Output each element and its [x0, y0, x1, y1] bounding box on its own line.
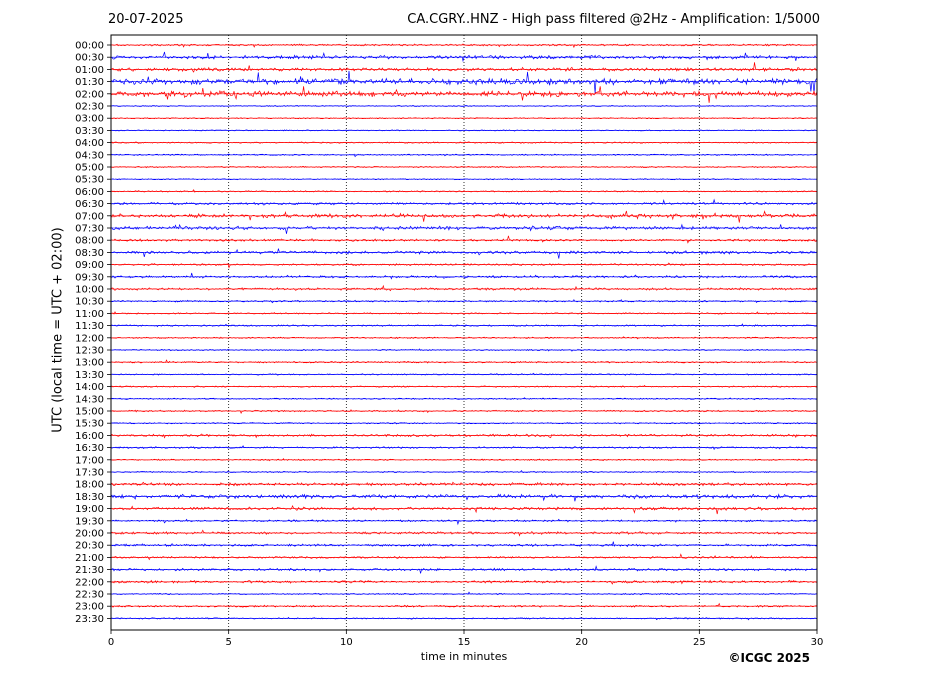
y-tick-label: 01:30	[75, 77, 104, 88]
y-tick-label: 19:30	[75, 516, 104, 527]
y-tick-label: 15:00	[75, 407, 104, 418]
y-tick-label: 12:30	[75, 346, 104, 357]
trace-15-00	[110, 409, 818, 415]
y-tick-label: 09:30	[75, 272, 104, 283]
trace-01-00	[110, 62, 818, 73]
y-tick-label: 23:30	[75, 614, 104, 625]
x-tick-label: 10	[340, 637, 353, 648]
y-tick-label: 16:00	[75, 431, 104, 442]
x-tick-label: 20	[575, 637, 588, 648]
y-tick-label: 04:00	[75, 138, 104, 149]
y-tick-label: 02:30	[75, 102, 104, 113]
x-axis-label: time in minutes	[420, 650, 508, 663]
y-tick-label: 04:30	[75, 150, 104, 161]
y-tick-label: 18:30	[75, 492, 104, 503]
y-tick-label: 18:00	[75, 480, 104, 491]
y-tick-label: 00:30	[75, 53, 104, 64]
y-tick-label: 00:00	[75, 41, 104, 52]
y-tick-label: 02:00	[75, 89, 104, 100]
y-tick-label: 08:30	[75, 248, 104, 259]
x-tick-label: 0	[108, 637, 114, 648]
x-tick-label: 5	[225, 637, 231, 648]
y-tick-label: 21:30	[75, 565, 104, 576]
y-tick-label: 21:00	[75, 553, 104, 564]
x-tick-label: 25	[693, 637, 706, 648]
trace-02-00	[110, 86, 818, 103]
y-tick-label: 14:30	[75, 394, 104, 405]
copyright-label: ©ICGC 2025	[728, 651, 810, 665]
y-tick-label: 22:00	[75, 577, 104, 588]
y-tick-label: 01:00	[75, 65, 104, 76]
trace-07-00	[110, 210, 818, 223]
y-tick-label: 10:30	[75, 297, 104, 308]
y-tick-label: 19:00	[75, 504, 104, 515]
trace-11-00	[110, 311, 818, 315]
y-axis-label: UTC (local time = UTC + 02:00)	[50, 227, 66, 433]
trace-18-30	[110, 493, 818, 502]
y-tick-label: 23:00	[75, 602, 104, 613]
y-tick-label: 07:30	[75, 224, 104, 235]
y-tick-label: 03:30	[75, 126, 104, 137]
trace-10-00	[110, 284, 818, 292]
y-tick-label: 20:30	[75, 541, 104, 552]
y-tick-label: 13:30	[75, 370, 104, 381]
date-label: 20-07-2025	[108, 12, 184, 27]
y-tick-label: 13:00	[75, 358, 104, 369]
y-tick-label: 06:30	[75, 199, 104, 210]
y-tick-label: 12:00	[75, 333, 104, 344]
x-tick-label: 15	[458, 637, 471, 648]
trace-21-00	[110, 553, 818, 561]
y-tick-label: 06:00	[75, 187, 104, 198]
y-tick-label: 10:00	[75, 285, 104, 296]
y-tick-label: 11:30	[75, 321, 104, 332]
y-tick-label: 17:00	[75, 455, 104, 466]
y-tick-label: 05:00	[75, 163, 104, 174]
y-tick-label: 08:00	[75, 236, 104, 247]
chart-title: CA.CGRY..HNZ - High pass filtered @2Hz -…	[407, 12, 820, 27]
y-tick-label: 16:30	[75, 443, 104, 454]
y-tick-label: 17:30	[75, 468, 104, 479]
y-tick-label: 09:00	[75, 260, 104, 271]
y-tick-label: 11:00	[75, 309, 104, 320]
y-tick-label: 07:00	[75, 211, 104, 222]
trace-07-30	[110, 223, 818, 234]
y-tick-label: 03:00	[75, 114, 104, 125]
y-tick-label: 14:00	[75, 382, 104, 393]
y-tick-label: 22:30	[75, 590, 104, 601]
y-tick-label: 20:00	[75, 529, 104, 540]
y-tick-label: 15:30	[75, 419, 104, 430]
x-tick-label: 30	[811, 637, 824, 648]
y-tick-label: 05:30	[75, 175, 104, 186]
